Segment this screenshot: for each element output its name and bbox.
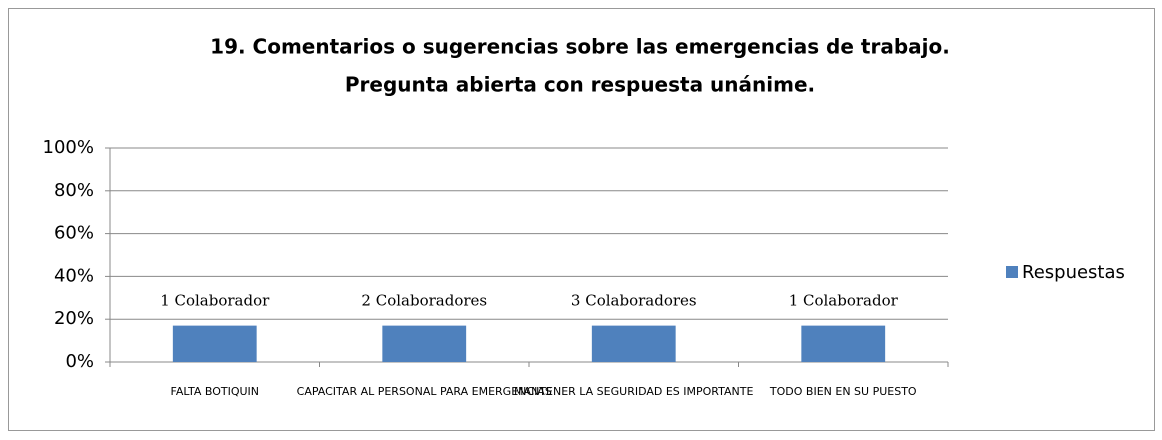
x-tick-label: FALTA BOTIQUIN	[171, 385, 260, 398]
bar	[172, 325, 257, 362]
bar	[382, 325, 467, 362]
legend-swatch	[1006, 266, 1018, 278]
legend-label: Respuestas	[1022, 262, 1125, 283]
y-tick-label: 40%	[54, 265, 94, 286]
y-tick-label: 60%	[54, 223, 94, 244]
x-tick-label: CAPACITAR AL PERSONAL PARA EMERGENCIAS	[297, 385, 552, 398]
bar-annotation: 1 Colaborador	[160, 292, 270, 310]
bar-annotation: 1 Colaborador	[789, 292, 899, 310]
x-tick-label: TODO BIEN EN SU PUESTO	[769, 385, 917, 398]
bar	[591, 325, 676, 362]
y-tick-label: 100%	[43, 137, 94, 158]
y-tick-label: 80%	[54, 180, 94, 201]
bar-annotation: 3 Colaboradores	[571, 292, 697, 310]
y-tick-label: 0%	[65, 351, 94, 372]
bar	[801, 325, 886, 362]
chart-title: 19. Comentarios o sugerencias sobre las …	[210, 35, 950, 59]
x-tick-label: MANTENER LA SEGURIDAD ES IMPORTANTE	[514, 385, 753, 398]
y-tick-label: 20%	[54, 308, 94, 329]
chart-subtitle: Pregunta abierta con respuesta unánime.	[345, 73, 815, 97]
bar-annotation: 2 Colaboradores	[361, 292, 487, 310]
